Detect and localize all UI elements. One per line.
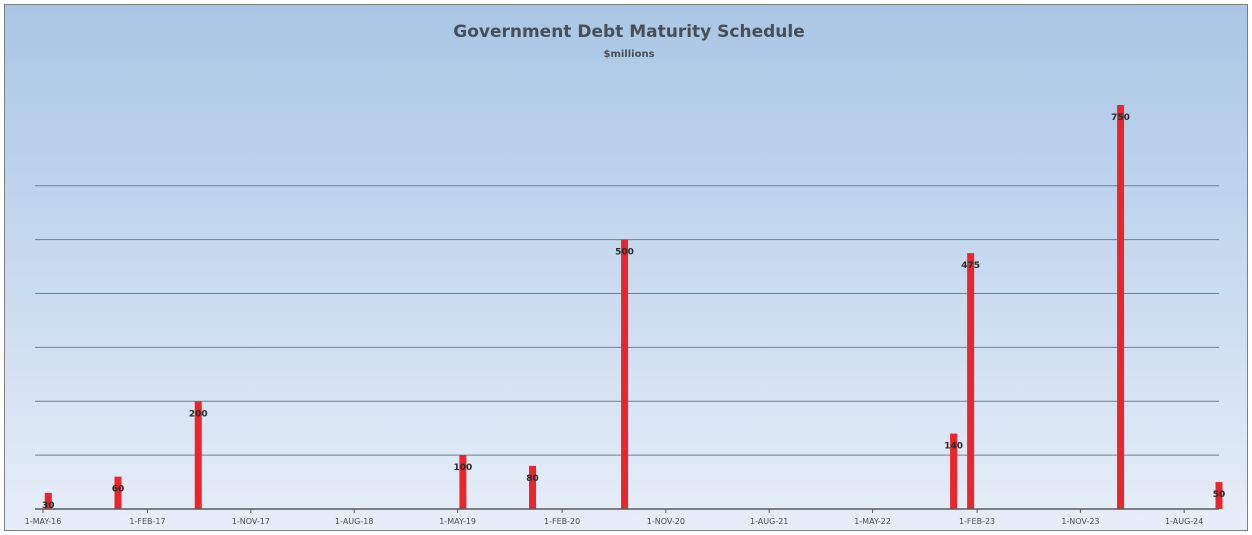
x-tick-label-3: 1-AUG-18 [335,517,373,526]
data-label-2: 200 [189,409,208,419]
x-tick-label-6: 1-NOV-20 [647,517,685,526]
bar-6 [950,433,958,509]
data-label-7: 475 [961,261,980,271]
x-tick-label-1: 1-FEB-17 [129,517,165,526]
x-tick-label-7: 1-AUG-21 [750,517,788,526]
bar-7 [967,253,975,509]
bar-5 [621,239,629,509]
x-tick-label-2: 1-NOV-17 [232,517,270,526]
bar-8 [1117,105,1125,509]
x-tick-label-9: 1-FEB-23 [959,517,995,526]
debt-maturity-chart: 1-MAY-16 1-FEB-17 1-NOV-17 1-AUG-18 1-MAY-19… [5,5,1247,530]
data-label-5: 500 [615,248,634,258]
data-label-3: 100 [453,463,472,473]
x-tick-label-8: 1-MAY-22 [854,517,891,526]
chart-frame: 1-MAY-16 1-FEB-17 1-NOV-17 1-AUG-18 1-MAY-19… [4,4,1248,531]
x-tick-label-5: 1-FEB-20 [544,517,580,526]
x-tick-label-11: 1-AUG-24 [1165,517,1203,526]
bar-9 [1215,482,1223,509]
chart-title: Government Debt Maturity Schedule [453,22,805,42]
chart-subtitle: $millions [603,49,654,60]
bar-0 [44,492,52,509]
data-label-8: 750 [1111,113,1130,123]
bar-1 [114,476,122,509]
bar-2 [194,401,202,509]
x-tick-label-0: 1-MAY-16 [25,517,62,526]
bars [44,105,1223,509]
bar-3 [459,455,467,509]
data-label-6: 140 [944,442,963,452]
data-label-9: 50 [1213,490,1226,500]
data-label-1: 60 [112,485,125,495]
x-axis: 1-MAY-16 1-FEB-17 1-NOV-17 1-AUG-18 1-MAY-19… [25,508,1219,526]
bar-4 [529,465,537,509]
data-label-0: 30 [42,501,55,511]
data-label-4: 80 [526,474,539,484]
x-tick-label-4: 1-MAY-19 [439,517,476,526]
x-tick-label-10: 1-NOV-23 [1061,517,1099,526]
data-labels: 30 60 200 100 80 500 140 475 750 50 [42,113,1225,511]
